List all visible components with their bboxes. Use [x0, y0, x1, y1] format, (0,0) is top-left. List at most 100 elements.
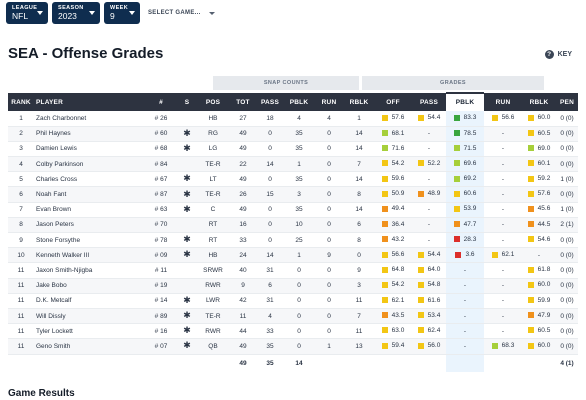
- penalties-cell: 0 (0): [556, 186, 578, 203]
- position-cell: RT: [196, 217, 230, 234]
- season-dropdown[interactable]: SEASON 2023: [52, 2, 100, 24]
- player-name[interactable]: Noah Fant: [34, 186, 144, 203]
- table-header-row: RANK PLAYER # S POS TOT PASS PBLK RUN RB…: [8, 92, 578, 111]
- grade-run: -: [502, 206, 504, 213]
- grade-rblk-cell: 60.0: [522, 278, 556, 294]
- snaps-pblk: 0: [284, 293, 314, 309]
- grade-value: -: [427, 130, 431, 138]
- starter-cell: ✱: [178, 308, 196, 325]
- col-snaps-rblk[interactable]: RBLK: [344, 93, 374, 111]
- grade-pass: 54.4: [417, 114, 440, 121]
- grade-pass-cell: -: [412, 232, 446, 249]
- col-snaps-total[interactable]: TOT: [230, 93, 256, 111]
- starter-cell: ✱: [178, 232, 196, 249]
- snaps-rblk: 14: [344, 126, 374, 142]
- player-name[interactable]: Jake Bobo: [34, 278, 144, 294]
- player-name[interactable]: Will Dissly: [34, 308, 144, 325]
- player-name[interactable]: Jaxon Smith-Njigba: [34, 262, 144, 279]
- grade-value: 71.6: [391, 144, 405, 152]
- grade-rblk-cell: 44.5: [522, 217, 556, 234]
- table-row[interactable]: 4 Colby Parkinson # 84 TE-R 22 14 1 0 7 54.2 52.2 6…: [8, 156, 578, 173]
- grade-indicator-icon: [527, 281, 534, 288]
- grade-pblk: -: [464, 267, 466, 274]
- player-name[interactable]: Kenneth Walker III: [34, 247, 144, 264]
- player-name[interactable]: Zach Charbonnet: [34, 111, 144, 127]
- table-row[interactable]: 11 Geno Smith # 07 ✱ QB 49 35 0 1 13 59.4 56.0 - 68.3…: [8, 338, 578, 355]
- col-grade-run[interactable]: RUN: [484, 93, 522, 111]
- grade-run: 68.3: [491, 342, 514, 349]
- col-grade-off[interactable]: OFF: [374, 93, 412, 111]
- col-grade-pass[interactable]: PASS: [412, 93, 446, 111]
- table-row[interactable]: 2 Phil Haynes # 60 ✱ RG 49 0 35 0 14 68.1-78.5-60.…: [8, 126, 578, 142]
- grade-indicator-icon: [527, 145, 534, 152]
- grade-run: 56.6: [491, 114, 514, 121]
- table-row[interactable]: 8 Jason Peters # 70 RT 16 0 10 0 6 36.4-47.7-44.5…: [8, 217, 578, 234]
- player-name[interactable]: Charles Cross: [34, 171, 144, 188]
- table-row[interactable]: 1 Zach Charbonnet # 26 HB 27 18 4 4 1 57.6 54.4 83.…: [8, 111, 578, 127]
- table-row[interactable]: 3 Damien Lewis # 68 ✱ LG 49 0 35 0 14 71.6-71.5-69…: [8, 141, 578, 158]
- table-row[interactable]: 11 Will Dissly # 89 ✱ TE-R 11 4 0 0 7 43.5 53.4- -47…: [8, 308, 578, 325]
- grade-value: -: [537, 251, 541, 259]
- col-snaps-run[interactable]: RUN: [314, 93, 344, 111]
- grade-rblk-cell: 69.0: [522, 141, 556, 158]
- grade-value: 59.6: [391, 175, 405, 183]
- player-name[interactable]: D.K. Metcalf: [34, 293, 144, 309]
- grade-pblk: 69.2: [453, 175, 476, 182]
- snaps-total: 26: [230, 186, 256, 203]
- table-row[interactable]: 11 D.K. Metcalf # 14 ✱ LWR 42 31 0 0 11 62.1 61.6- -…: [8, 293, 578, 309]
- grade-indicator-icon: [381, 114, 388, 121]
- col-player[interactable]: PLAYER: [34, 93, 144, 111]
- grade-indicator-icon: [381, 327, 388, 334]
- player-name[interactable]: Evan Brown: [34, 202, 144, 218]
- grade-rblk-cell: 57.6: [522, 186, 556, 203]
- grade-pass-cell: 54.4: [412, 247, 446, 264]
- table-row[interactable]: 11 Jake Bobo # 19 RWR 9 6 0 0 3 54.2 54.8- -60.0 0 (…: [8, 278, 578, 294]
- col-grade-rblk[interactable]: RBLK: [522, 93, 556, 111]
- starter-cell: [178, 278, 196, 294]
- table-row[interactable]: 10 Kenneth Walker III # 09 ✱ HB 24 14 1 9 0 56.6 54…: [8, 247, 578, 264]
- grade-off: 63.0: [381, 327, 404, 334]
- league-dropdown[interactable]: LEAGUE NFL: [6, 2, 48, 24]
- player-name[interactable]: Jason Peters: [34, 217, 144, 234]
- key-button[interactable]: ? KEY: [544, 50, 572, 59]
- grade-pblk: -: [464, 282, 466, 289]
- game-dropdown[interactable]: SELECT GAME...: [148, 10, 215, 16]
- col-grade-pblk[interactable]: PBLK: [446, 92, 484, 111]
- week-dropdown[interactable]: WEEK 9: [104, 2, 140, 24]
- snaps-total: 16: [230, 217, 256, 234]
- snaps-run: 0: [314, 262, 344, 279]
- table-row[interactable]: 7 Evan Brown # 63 ✱ C 49 0 35 0 14 49.4-53.9-45.6 1…: [8, 202, 578, 218]
- grade-pblk-cell: 28.3: [446, 232, 484, 249]
- grade-run: -: [502, 313, 504, 320]
- col-number[interactable]: #: [144, 93, 178, 111]
- table-row[interactable]: 11 Jaxon Smith-Njigba # 11 SRWR 40 31 0 0 9 64.8 6…: [8, 262, 578, 279]
- player-name[interactable]: Geno Smith: [34, 338, 144, 355]
- table-row[interactable]: 6 Noah Fant # 87 ✱ TE-R 26 15 3 0 8 50.9 48.9 60.6 - 5…: [8, 186, 578, 203]
- player-name[interactable]: Stone Forsythe: [34, 232, 144, 249]
- grade-run: -: [502, 221, 504, 228]
- table-row[interactable]: 5 Charles Cross # 67 ✱ LT 49 0 35 0 14 59.6-69.2-5…: [8, 171, 578, 188]
- col-snaps-pass[interactable]: PASS: [256, 93, 284, 111]
- jersey-number: # 78: [144, 232, 178, 249]
- col-starter[interactable]: S: [178, 93, 196, 111]
- col-rank[interactable]: RANK: [8, 93, 34, 111]
- col-penalties[interactable]: PEN: [556, 93, 578, 111]
- player-name[interactable]: Phil Haynes: [34, 126, 144, 142]
- col-snaps-pblk[interactable]: PBLK: [284, 93, 314, 111]
- table-row[interactable]: 11 Tyler Lockett # 16 ✱ RWR 44 33 0 0 11 63.0 62.4-…: [8, 323, 578, 340]
- grade-value: -: [463, 327, 467, 335]
- grade-value: 60.6: [463, 190, 477, 198]
- player-name[interactable]: Damien Lewis: [34, 141, 144, 158]
- grade-pblk-cell: 69.2: [446, 171, 484, 188]
- grade-pblk: 28.3: [453, 236, 476, 243]
- grade-value: 53.9: [463, 205, 477, 213]
- grade-rblk: 69.0: [527, 145, 550, 152]
- grade-value: 60.0: [537, 281, 551, 289]
- player-name[interactable]: Tyler Lockett: [34, 323, 144, 340]
- penalties-cell: 0 (0): [556, 338, 578, 355]
- col-position[interactable]: POS: [196, 93, 230, 111]
- player-name[interactable]: Colby Parkinson: [34, 156, 144, 173]
- snaps-rblk: 11: [344, 323, 374, 340]
- grade-value: 61.8: [537, 266, 551, 274]
- table-row[interactable]: 9 Stone Forsythe # 78 ✱ RT 33 0 25 0 8 43.2-28.3-5…: [8, 232, 578, 249]
